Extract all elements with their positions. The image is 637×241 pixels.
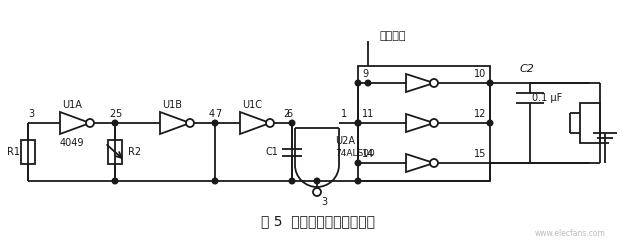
Text: R2: R2 <box>128 147 141 157</box>
Circle shape <box>430 119 438 127</box>
Circle shape <box>314 178 320 184</box>
Text: 0.1 μF: 0.1 μF <box>532 93 562 103</box>
Circle shape <box>212 178 218 184</box>
Text: 1: 1 <box>341 109 347 119</box>
Text: 4049: 4049 <box>60 138 84 148</box>
Text: C1: C1 <box>265 147 278 157</box>
Text: 图 5  数字式超声波发射电路: 图 5 数字式超声波发射电路 <box>261 214 375 228</box>
Text: 74ALS00: 74ALS00 <box>335 149 375 158</box>
Text: 5: 5 <box>115 109 121 119</box>
Circle shape <box>86 119 94 127</box>
Circle shape <box>186 119 194 127</box>
Circle shape <box>355 178 361 184</box>
Text: 2: 2 <box>283 109 290 119</box>
Circle shape <box>487 120 493 126</box>
Text: www.elecfans.com: www.elecfans.com <box>534 228 605 237</box>
Circle shape <box>112 178 118 184</box>
Circle shape <box>266 119 274 127</box>
Bar <box>108 140 122 164</box>
Text: 控制端口: 控制端口 <box>380 31 406 41</box>
Circle shape <box>112 120 118 126</box>
Circle shape <box>430 79 438 87</box>
Text: U2A: U2A <box>335 136 355 147</box>
Circle shape <box>487 80 493 86</box>
Text: 3: 3 <box>28 109 34 119</box>
Circle shape <box>313 188 321 196</box>
Text: C2: C2 <box>520 64 534 74</box>
Circle shape <box>430 159 438 167</box>
Text: 3: 3 <box>321 197 327 207</box>
Circle shape <box>212 120 218 126</box>
Circle shape <box>289 178 295 184</box>
Circle shape <box>355 160 361 166</box>
Text: 14: 14 <box>362 149 375 159</box>
Text: 10: 10 <box>474 69 486 79</box>
Text: U1B: U1B <box>162 100 182 110</box>
Text: 12: 12 <box>474 109 486 119</box>
Bar <box>21 140 35 164</box>
Bar <box>580 103 600 143</box>
Text: 6: 6 <box>286 109 292 119</box>
Text: 4: 4 <box>209 109 215 119</box>
Bar <box>358 66 490 181</box>
Circle shape <box>365 80 371 86</box>
Text: 15: 15 <box>474 149 486 159</box>
Text: R1: R1 <box>8 147 20 157</box>
Text: 9: 9 <box>362 69 368 79</box>
Text: 2: 2 <box>109 109 115 119</box>
Circle shape <box>289 120 295 126</box>
Text: 11: 11 <box>362 109 375 119</box>
Text: 7: 7 <box>215 109 221 119</box>
Circle shape <box>355 120 361 126</box>
Text: U1C: U1C <box>242 100 262 110</box>
Circle shape <box>355 80 361 86</box>
Text: U1A: U1A <box>62 100 82 110</box>
Circle shape <box>355 120 361 126</box>
